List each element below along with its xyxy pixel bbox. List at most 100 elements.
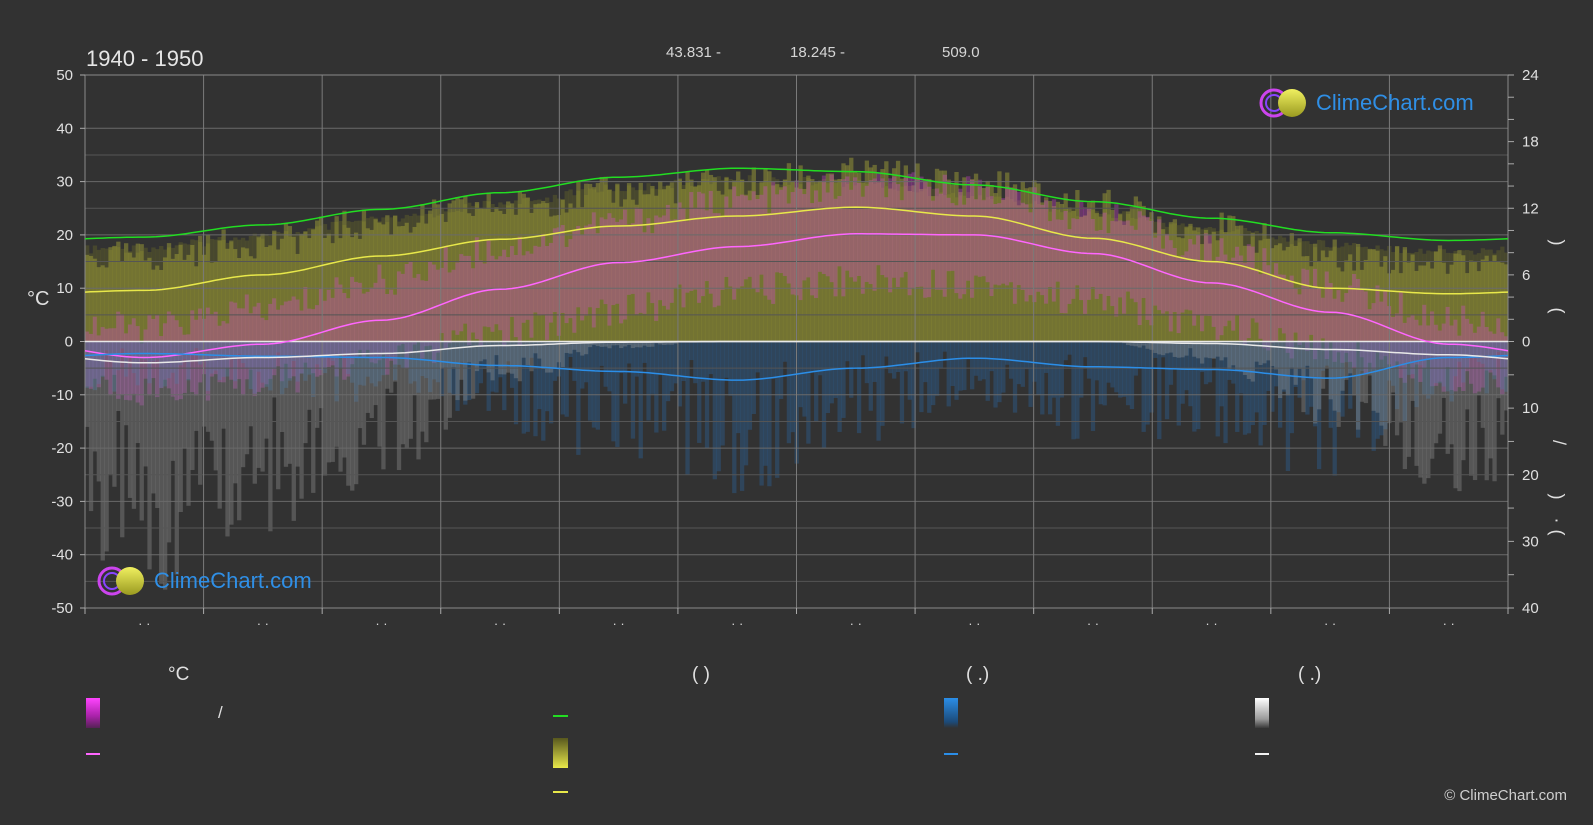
snow-band [580, 341, 585, 356]
temperature-band [853, 177, 858, 282]
daylight-band [853, 185, 858, 342]
daylight-band [85, 245, 90, 342]
daylight-band [1289, 244, 1294, 342]
temperature-band [1379, 301, 1384, 360]
temperature-band [1476, 326, 1482, 392]
rain-band [174, 341, 179, 384]
logo-bottom[interactable]: ClimeChart.com [96, 565, 312, 597]
temperature-band [131, 318, 137, 394]
sunshine-band [248, 256, 254, 342]
sunshine-band [502, 213, 507, 342]
daylight-band [778, 184, 784, 342]
snow-band [463, 341, 468, 401]
rain-band [1355, 341, 1361, 438]
daylight-band [1137, 217, 1142, 342]
rain-band [810, 341, 815, 372]
snow-band [112, 341, 117, 487]
daylight-band [108, 250, 113, 342]
daylight-band [771, 177, 776, 342]
rain-band [747, 341, 753, 430]
temperature-band [798, 188, 803, 301]
daylight-band [361, 221, 367, 342]
sunshine-band [135, 243, 140, 342]
snow-band [1270, 341, 1275, 366]
rain-band [1375, 341, 1380, 439]
rain-band [1504, 341, 1509, 392]
temperature-band [661, 215, 667, 306]
rain-band [229, 341, 234, 360]
rain-band [1137, 341, 1142, 368]
rain-band [354, 341, 359, 402]
daylight-band [1001, 199, 1006, 342]
rain-band [880, 341, 885, 426]
sunshine-band [151, 269, 156, 342]
sunshine-band [490, 212, 495, 342]
sunshine-band [1215, 240, 1220, 342]
temperature-band [1207, 235, 1213, 316]
sunshine-band [587, 183, 593, 342]
daylight-band [474, 203, 480, 342]
sunshine-band [1426, 261, 1431, 342]
temperature-band [1067, 229, 1072, 304]
daylight-band [1164, 226, 1170, 342]
snow-band [123, 341, 129, 426]
daylight-band [782, 179, 788, 342]
sunshine-band [1469, 260, 1474, 342]
rain-band [712, 341, 717, 480]
daylight-band [1402, 249, 1408, 342]
sunshine-band [1184, 227, 1189, 342]
daylight-band [1133, 218, 1139, 342]
snow-band [1332, 341, 1337, 411]
temperature-band [1137, 211, 1142, 326]
temperature-band [591, 212, 597, 328]
sunshine-band [1032, 180, 1037, 342]
rain-band [108, 341, 113, 361]
temperature-band [595, 233, 601, 308]
sunshine-band [1203, 229, 1209, 342]
sunshine-band [1211, 231, 1217, 342]
daylight-band [1153, 221, 1158, 342]
sunshine-band [346, 227, 351, 342]
sunshine-band [1231, 216, 1236, 342]
temperature-band [1469, 323, 1474, 384]
sunshine-band [1192, 230, 1197, 342]
rain-band [1098, 341, 1103, 405]
sunshine-band [299, 233, 304, 342]
snow-band [1223, 341, 1228, 358]
temperature-band [1480, 311, 1486, 388]
rain-band [1500, 341, 1505, 390]
snow-band [1402, 341, 1408, 470]
daylight-band [1344, 242, 1349, 342]
rain-band [443, 341, 448, 368]
rain-band [233, 341, 238, 382]
snow-band [178, 341, 183, 513]
temperature-band [1461, 305, 1466, 391]
daylight-band [1129, 217, 1135, 342]
rain-band [1192, 341, 1197, 432]
logo-top[interactable]: ClimeChart.com [1258, 87, 1474, 119]
legend-snow-range-swatch [1255, 698, 1269, 728]
daylight-band [1430, 251, 1435, 342]
temperature-band [716, 213, 721, 306]
temperature-band [1437, 330, 1443, 382]
rain-band [287, 341, 293, 381]
snow-band [478, 341, 484, 362]
temperature-band [771, 181, 776, 304]
temperature-band [428, 261, 433, 346]
daylight-band [334, 221, 339, 342]
temperature-band [868, 180, 873, 285]
daylight-band [373, 217, 378, 342]
snow-band [513, 341, 519, 379]
snow-band [225, 341, 230, 537]
temperature-band [373, 282, 378, 364]
rain-band [771, 341, 776, 379]
daylight-band [931, 188, 936, 342]
snow-band [1406, 341, 1411, 457]
sunshine-band [927, 178, 932, 342]
temperature-band [1359, 287, 1365, 358]
sunshine-band [1079, 217, 1084, 342]
snow-band [1258, 341, 1263, 365]
snow-band [658, 341, 663, 345]
snow-band [229, 341, 234, 525]
temperature-band [513, 254, 519, 338]
